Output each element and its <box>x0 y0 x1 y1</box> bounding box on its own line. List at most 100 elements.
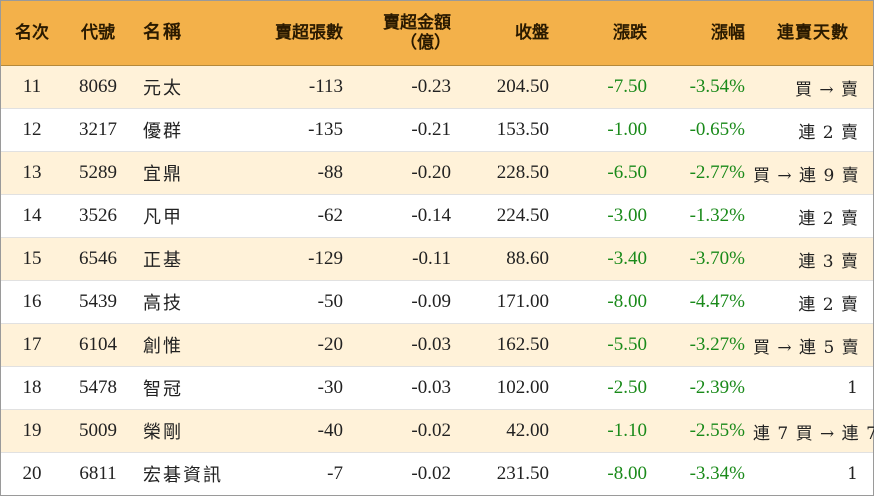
rank-cell: 17 <box>1 323 63 367</box>
change-pct-cell: -3.54% <box>655 65 753 109</box>
table-row: 20 6811 宏碁資訊 -7 -0.02 231.50 -8.00 -3.34… <box>1 452 873 495</box>
streak-cell: 買 → 連 9 賣 <box>753 151 873 195</box>
table-row: 16 5439 高技 -50 -0.09 171.00 -8.00 -4.47%… <box>1 280 873 324</box>
code-cell: 3217 <box>63 108 133 152</box>
table-row: 15 6546 正基 -129 -0.11 88.60 -3.40 -3.70%… <box>1 237 873 281</box>
header-net-sell-amount-line1: 賣超金額 <box>383 13 451 33</box>
table-row: 19 5009 榮剛 -40 -0.02 42.00 -1.10 -2.55% … <box>1 409 874 453</box>
table-row: 12 3217 優群 -135 -0.21 153.50 -1.00 -0.65… <box>1 108 873 152</box>
rank-cell: 16 <box>1 280 63 324</box>
code-cell: 5478 <box>63 366 133 410</box>
close-cell: 204.50 <box>459 65 557 109</box>
name-cell: 宏碁資訊 <box>133 452 241 495</box>
lots-cell: -62 <box>241 194 351 238</box>
table-header: 名次 代號 名稱 賣超張數 賣超金額 （億） 收盤 漲跌 漲幅 連賣天數 <box>1 1 873 66</box>
change-pct-cell: -3.27% <box>655 323 753 367</box>
code-cell: 5289 <box>63 151 133 195</box>
change-cell: -3.40 <box>557 237 655 281</box>
amount-cell: -0.20 <box>351 151 459 195</box>
streak-cell: 連 2 賣 <box>753 108 873 152</box>
header-change: 漲跌 <box>557 1 655 66</box>
lots-cell: -40 <box>241 409 351 453</box>
change-pct-cell: -0.65% <box>655 108 753 152</box>
table-body: 11 8069 元太 -113 -0.23 204.50 -7.50 -3.54… <box>1 65 874 495</box>
lots-cell: -129 <box>241 237 351 281</box>
lots-cell: -135 <box>241 108 351 152</box>
close-cell: 102.00 <box>459 366 557 410</box>
name-cell: 優群 <box>133 108 241 152</box>
close-cell: 231.50 <box>459 452 557 495</box>
name-cell: 智冠 <box>133 366 241 410</box>
name-cell: 正基 <box>133 237 241 281</box>
amount-cell: -0.09 <box>351 280 459 324</box>
close-cell: 42.00 <box>459 409 557 453</box>
header-streak: 連賣天數 <box>753 1 873 66</box>
change-cell: -1.00 <box>557 108 655 152</box>
change-pct-cell: -2.77% <box>655 151 753 195</box>
streak-cell: 買 → 賣 <box>753 65 873 109</box>
lots-cell: -30 <box>241 366 351 410</box>
lots-cell: -7 <box>241 452 351 495</box>
amount-cell: -0.02 <box>351 409 459 453</box>
change-cell: -7.50 <box>557 65 655 109</box>
close-cell: 224.50 <box>459 194 557 238</box>
change-cell: -8.00 <box>557 280 655 324</box>
close-cell: 171.00 <box>459 280 557 324</box>
close-cell: 153.50 <box>459 108 557 152</box>
header-close: 收盤 <box>459 1 557 66</box>
code-cell: 6546 <box>63 237 133 281</box>
code-cell: 6104 <box>63 323 133 367</box>
change-cell: -2.50 <box>557 366 655 410</box>
name-cell: 高技 <box>133 280 241 324</box>
name-cell: 元太 <box>133 65 241 109</box>
streak-cell: 買 → 連 5 賣 <box>753 323 873 367</box>
name-cell: 榮剛 <box>133 409 241 453</box>
code-cell: 8069 <box>63 65 133 109</box>
header-rank: 名次 <box>1 1 63 66</box>
code-cell: 5439 <box>63 280 133 324</box>
change-pct-cell: -2.39% <box>655 366 753 410</box>
lots-cell: -88 <box>241 151 351 195</box>
lots-cell: -50 <box>241 280 351 324</box>
table-row: 14 3526 凡甲 -62 -0.14 224.50 -3.00 -1.32%… <box>1 194 873 238</box>
amount-cell: -0.03 <box>351 366 459 410</box>
table-row: 11 8069 元太 -113 -0.23 204.50 -7.50 -3.54… <box>1 65 873 109</box>
table-row: 13 5289 宜鼎 -88 -0.20 228.50 -6.50 -2.77%… <box>1 151 873 195</box>
name-cell: 宜鼎 <box>133 151 241 195</box>
change-pct-cell: -3.34% <box>655 452 753 495</box>
amount-cell: -0.23 <box>351 65 459 109</box>
rank-cell: 19 <box>1 409 63 453</box>
streak-cell: 連 7 買 → 連 7 賣 <box>753 409 874 453</box>
header-name: 名稱 <box>133 1 241 66</box>
rank-cell: 15 <box>1 237 63 281</box>
change-pct-cell: -3.70% <box>655 237 753 281</box>
rank-cell: 20 <box>1 452 63 495</box>
change-cell: -1.10 <box>557 409 655 453</box>
rank-cell: 12 <box>1 108 63 152</box>
change-cell: -3.00 <box>557 194 655 238</box>
code-cell: 5009 <box>63 409 133 453</box>
change-cell: -5.50 <box>557 323 655 367</box>
name-cell: 創惟 <box>133 323 241 367</box>
change-pct-cell: -2.55% <box>655 409 753 453</box>
amount-cell: -0.11 <box>351 237 459 281</box>
name-cell: 凡甲 <box>133 194 241 238</box>
close-cell: 88.60 <box>459 237 557 281</box>
amount-cell: -0.03 <box>351 323 459 367</box>
header-change-pct: 漲幅 <box>655 1 753 66</box>
streak-cell: 1 <box>753 366 873 410</box>
streak-cell: 連 3 賣 <box>753 237 873 281</box>
rank-cell: 14 <box>1 194 63 238</box>
streak-cell: 連 2 賣 <box>753 280 873 324</box>
lots-cell: -20 <box>241 323 351 367</box>
streak-cell: 1 <box>753 452 873 495</box>
header-net-sell-amount: 賣超金額 （億） <box>351 1 459 66</box>
change-pct-cell: -4.47% <box>655 280 753 324</box>
code-cell: 3526 <box>63 194 133 238</box>
close-cell: 162.50 <box>459 323 557 367</box>
change-pct-cell: -1.32% <box>655 194 753 238</box>
amount-cell: -0.14 <box>351 194 459 238</box>
header-net-sell-amount-line2: （億） <box>400 33 451 53</box>
